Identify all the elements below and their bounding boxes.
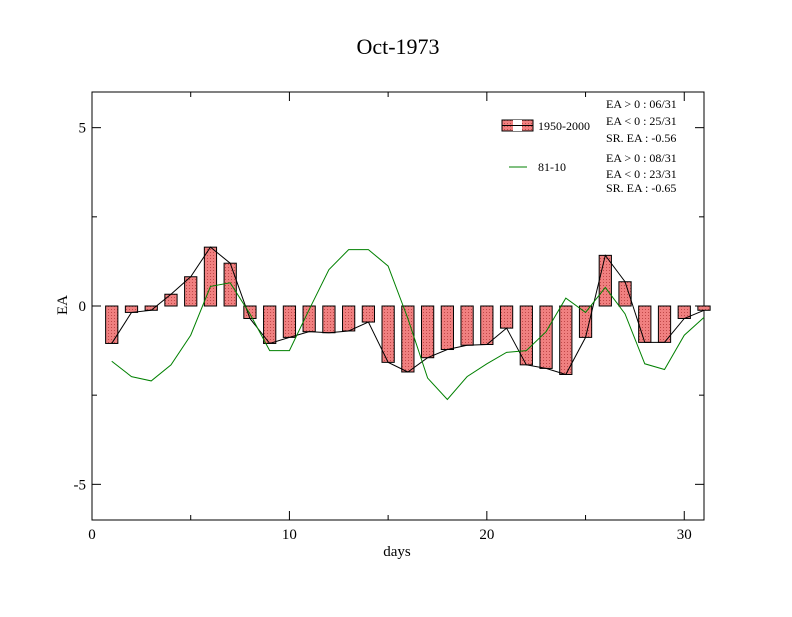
legend-label-1950-2000: 1950-2000 (538, 119, 590, 133)
bar-1950-2000 (342, 305, 356, 332)
y-tick-label: -5 (74, 477, 87, 493)
x-tick-label: 10 (282, 527, 297, 543)
bar-1950-2000 (697, 305, 711, 311)
y-tick-label: 0 (79, 299, 87, 315)
bar-1950-2000 (322, 305, 336, 334)
line-1950-2000 (111, 246, 705, 376)
x-tick-label: 0 (88, 527, 96, 543)
bar-1950-2000 (638, 305, 652, 343)
y-axis-label: EA (55, 295, 71, 315)
y-tick-label: 5 (79, 121, 87, 137)
bar-1950-2000 (480, 305, 494, 346)
bar-1950-2000 (598, 254, 612, 307)
chart-title: Oct-1973 (356, 34, 439, 59)
stat-neg-81-10: EA < 0 : 23/31 (606, 167, 677, 181)
stat-neg-1950-2000: EA < 0 : 25/31 (606, 114, 677, 128)
bar-1950-2000 (164, 293, 178, 307)
legend-label-81-10: 81-10 (538, 160, 566, 174)
bar-1950-2000 (401, 305, 415, 373)
bar-1950-2000 (460, 305, 474, 346)
bar-1950-2000 (499, 305, 514, 329)
bar-1950-2000 (361, 305, 376, 323)
stat-sr-81-10: SR. EA : -0.65 (606, 181, 676, 195)
x-axis-label: days (383, 544, 411, 560)
bar-1950-2000 (559, 305, 573, 375)
x-tick-label: 20 (479, 527, 494, 543)
bar-1950-2000 (440, 305, 454, 351)
bar-1950-2000 (282, 305, 297, 338)
stat-sr-1950-2000: SR. EA : -0.56 (606, 131, 676, 145)
bar-1950-2000 (420, 305, 435, 359)
legend: 1950-2000 81-10 EA > 0 : 06/31 EA < 0 : … (501, 97, 677, 195)
bar-1950-2000 (105, 305, 119, 344)
stat-pos-1950-2000: EA > 0 : 06/31 (606, 97, 677, 111)
line-81-10 (111, 249, 705, 401)
plot-area: 0 10 20 30 -5 0 5 (74, 91, 711, 543)
x-tick-label: 30 (677, 527, 692, 543)
bar-1950-2000 (223, 262, 237, 307)
bar-1950-2000 (539, 305, 553, 369)
stat-pos-81-10: EA > 0 : 08/31 (606, 151, 677, 165)
